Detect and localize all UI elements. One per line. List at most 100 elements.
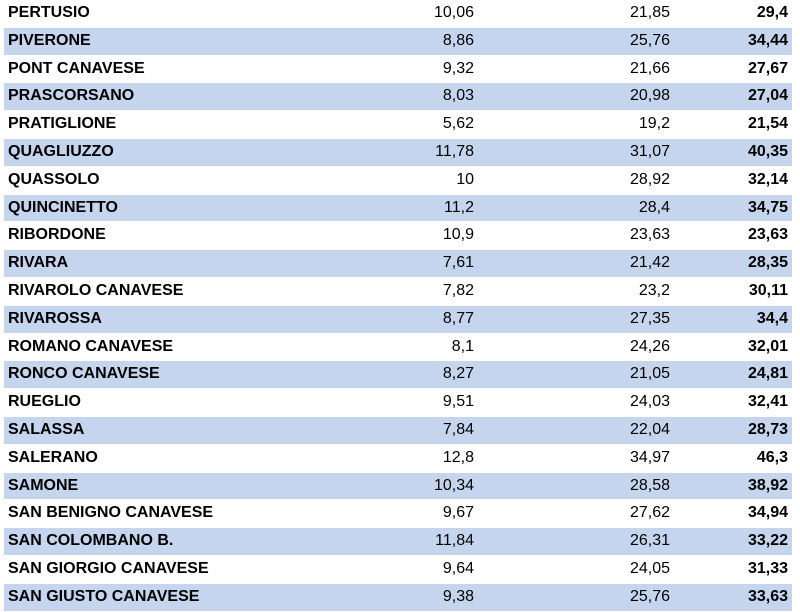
- value-b: 28,58: [474, 472, 672, 501]
- value-b: 22,04: [474, 416, 672, 445]
- value-total: 40,35: [672, 138, 792, 167]
- municipality-name: RIVAROLO CANAVESE: [4, 277, 246, 306]
- value-total: 23,63: [672, 221, 792, 251]
- value-b: 24,03: [474, 388, 672, 417]
- municipality-name: PRASCORSANO: [4, 82, 246, 112]
- value-total: 34,94: [672, 499, 792, 529]
- table-row: RIVAROLO CANAVESE 7,82 23,2 30,11: [4, 277, 792, 306]
- municipality-name: QUAGLIUZZO: [4, 138, 246, 167]
- value-a: 7,61: [246, 249, 474, 278]
- value-a: 8,77: [246, 305, 474, 334]
- table-row: RONCO CANAVESE 8,27 21,05 24,81: [4, 360, 792, 390]
- value-total: 34,44: [672, 27, 792, 56]
- table-row: SALASSA 7,84 22,04 28,73: [4, 416, 792, 445]
- table-row: QUASSOLO 10 28,92 32,14: [4, 166, 792, 195]
- value-b: 21,66: [474, 55, 672, 84]
- value-total: 38,92: [672, 472, 792, 501]
- value-a: 5,62: [246, 110, 474, 139]
- table-row: PIVERONE 8,86 25,76 34,44: [4, 27, 792, 56]
- municipality-name: PIVERONE: [4, 27, 246, 56]
- table-row: SAN BENIGNO CANAVESE 9,67 27,62 34,94: [4, 499, 792, 529]
- value-b: 27,35: [474, 305, 672, 334]
- municipality-data-table: PERTUSIO 10,06 21,85 29,4 PIVERONE 8,86 …: [4, 0, 792, 612]
- value-a: 7,84: [246, 416, 474, 445]
- value-b: 24,26: [474, 333, 672, 362]
- municipality-name: RIBORDONE: [4, 221, 246, 251]
- value-a: 8,03: [246, 82, 474, 112]
- table-row: RUEGLIO 9,51 24,03 32,41: [4, 388, 792, 417]
- value-total: 28,73: [672, 416, 792, 445]
- value-a: 9,64: [246, 555, 474, 584]
- value-a: 11,78: [246, 138, 474, 167]
- value-b: 28,92: [474, 166, 672, 195]
- value-b: 31,07: [474, 138, 672, 167]
- table-row: QUAGLIUZZO 11,78 31,07 40,35: [4, 138, 792, 167]
- table-row: SAN GIORGIO CANAVESE 9,64 24,05 31,33: [4, 555, 792, 584]
- value-a: 8,1: [246, 333, 474, 362]
- value-total: 32,14: [672, 166, 792, 195]
- municipality-name: SAN GIUSTO CANAVESE: [4, 583, 246, 612]
- value-b: 34,97: [474, 444, 672, 473]
- value-b: 26,31: [474, 527, 672, 556]
- value-a: 11,2: [246, 194, 474, 223]
- municipality-name: RIVAROSSA: [4, 305, 246, 334]
- value-b: 27,62: [474, 499, 672, 529]
- value-total: 32,41: [672, 388, 792, 417]
- value-a: 10: [246, 166, 474, 195]
- value-b: 21,85: [474, 0, 672, 28]
- value-total: 31,33: [672, 555, 792, 584]
- municipality-name: PRATIGLIONE: [4, 110, 246, 139]
- value-b: 23,2: [474, 277, 672, 306]
- value-b: 28,4: [474, 194, 672, 223]
- value-b: 24,05: [474, 555, 672, 584]
- value-total: 28,35: [672, 249, 792, 278]
- municipality-name: SAN BENIGNO CANAVESE: [4, 499, 246, 529]
- value-b: 19,2: [474, 110, 672, 139]
- value-total: 32,01: [672, 333, 792, 362]
- value-total: 29,4: [672, 0, 792, 28]
- spreadsheet: PERTUSIO 10,06 21,85 29,4 PIVERONE 8,86 …: [4, 0, 792, 612]
- value-total: 30,11: [672, 277, 792, 306]
- value-b: 23,63: [474, 221, 672, 251]
- municipality-name: SAN GIORGIO CANAVESE: [4, 555, 246, 584]
- municipality-name: SALERANO: [4, 444, 246, 473]
- table-row: RIBORDONE 10,9 23,63 23,63: [4, 221, 792, 251]
- value-a: 10,06: [246, 0, 474, 28]
- municipality-name: RONCO CANAVESE: [4, 360, 246, 390]
- table-row: QUINCINETTO 11,2 28,4 34,75: [4, 194, 792, 223]
- value-a: 10,34: [246, 472, 474, 501]
- value-total: 24,81: [672, 360, 792, 390]
- value-a: 9,67: [246, 499, 474, 529]
- municipality-name: PONT CANAVESE: [4, 55, 246, 84]
- value-total: 27,04: [672, 82, 792, 112]
- value-total: 34,4: [672, 305, 792, 334]
- value-total: 27,67: [672, 55, 792, 84]
- table-row: PONT CANAVESE 9,32 21,66 27,67: [4, 55, 792, 84]
- value-total: 33,22: [672, 527, 792, 556]
- municipality-name: SAMONE: [4, 472, 246, 501]
- table-body: PERTUSIO 10,06 21,85 29,4 PIVERONE 8,86 …: [4, 0, 792, 612]
- value-b: 25,76: [474, 27, 672, 56]
- table-row: PRASCORSANO 8,03 20,98 27,04: [4, 82, 792, 112]
- municipality-name: RIVARA: [4, 249, 246, 278]
- municipality-name: QUASSOLO: [4, 166, 246, 195]
- table-row: PERTUSIO 10,06 21,85 29,4: [4, 0, 792, 28]
- value-a: 9,38: [246, 583, 474, 612]
- municipality-name: SALASSA: [4, 416, 246, 445]
- value-total: 21,54: [672, 110, 792, 139]
- value-a: 12,8: [246, 444, 474, 473]
- value-a: 7,82: [246, 277, 474, 306]
- table-row: SAN GIUSTO CANAVESE 9,38 25,76 33,63: [4, 583, 792, 612]
- municipality-name: ROMANO CANAVESE: [4, 333, 246, 362]
- municipality-name: PERTUSIO: [4, 0, 246, 28]
- table-row: SAN COLOMBANO B. 11,84 26,31 33,22: [4, 527, 792, 556]
- table-row: ROMANO CANAVESE 8,1 24,26 32,01: [4, 333, 792, 362]
- table-row: PRATIGLIONE 5,62 19,2 21,54: [4, 110, 792, 139]
- municipality-name: SAN COLOMBANO B.: [4, 527, 246, 556]
- table-row: SALERANO 12,8 34,97 46,3: [4, 444, 792, 473]
- value-b: 21,05: [474, 360, 672, 390]
- table-row: RIVARA 7,61 21,42 28,35: [4, 249, 792, 278]
- value-a: 8,86: [246, 27, 474, 56]
- value-a: 8,27: [246, 360, 474, 390]
- table-row: SAMONE 10,34 28,58 38,92: [4, 472, 792, 501]
